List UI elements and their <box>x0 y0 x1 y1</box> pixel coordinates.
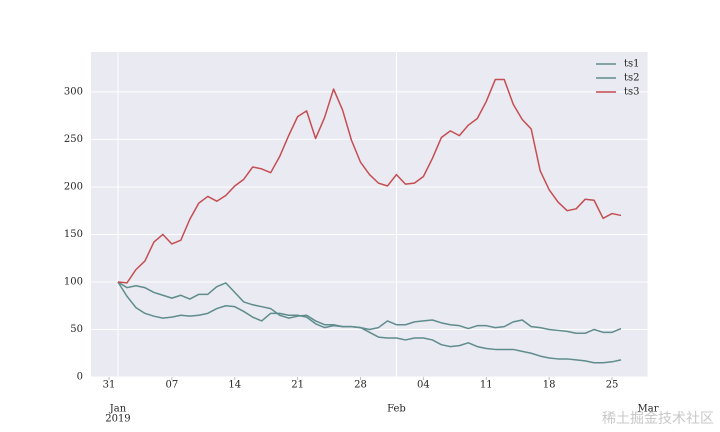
x-major-tick-label: Mar <box>638 404 659 415</box>
x-tick-label: 21 <box>291 380 304 391</box>
x-tick-label: 18 <box>543 380 556 391</box>
series-line <box>117 281 622 335</box>
x-tick-label: 14 <box>228 380 241 391</box>
y-tick-label: 50 <box>70 324 83 335</box>
y-tick-label: 100 <box>64 276 83 287</box>
x-tick-label: 25 <box>606 380 619 391</box>
x-major-tick-label: Feb <box>387 404 406 415</box>
y-tick-label: 200 <box>64 181 83 192</box>
legend-label: ts1 <box>624 59 640 70</box>
series-line <box>117 281 622 364</box>
x-tick-label: 31 <box>103 380 116 391</box>
legend-label: ts3 <box>624 87 640 98</box>
x-tick-label: 28 <box>354 380 367 391</box>
x-tick-label: 11 <box>480 380 493 391</box>
y-tick-label: 300 <box>64 86 83 97</box>
x-tick-label: 04 <box>417 380 430 391</box>
series-line <box>117 78 622 284</box>
plot-background <box>91 52 648 377</box>
x-tick-label: 07 <box>165 380 178 391</box>
x-major-tick-label: Jan <box>109 404 127 415</box>
y-tick-label: 150 <box>64 229 83 240</box>
legend-label: ts2 <box>624 73 640 84</box>
y-tick-label: 250 <box>64 134 83 145</box>
watermark: 稀土掘金技术社区 <box>602 411 714 427</box>
x-year-label: 2019 <box>105 414 130 425</box>
y-tick-label: 0 <box>77 372 83 383</box>
